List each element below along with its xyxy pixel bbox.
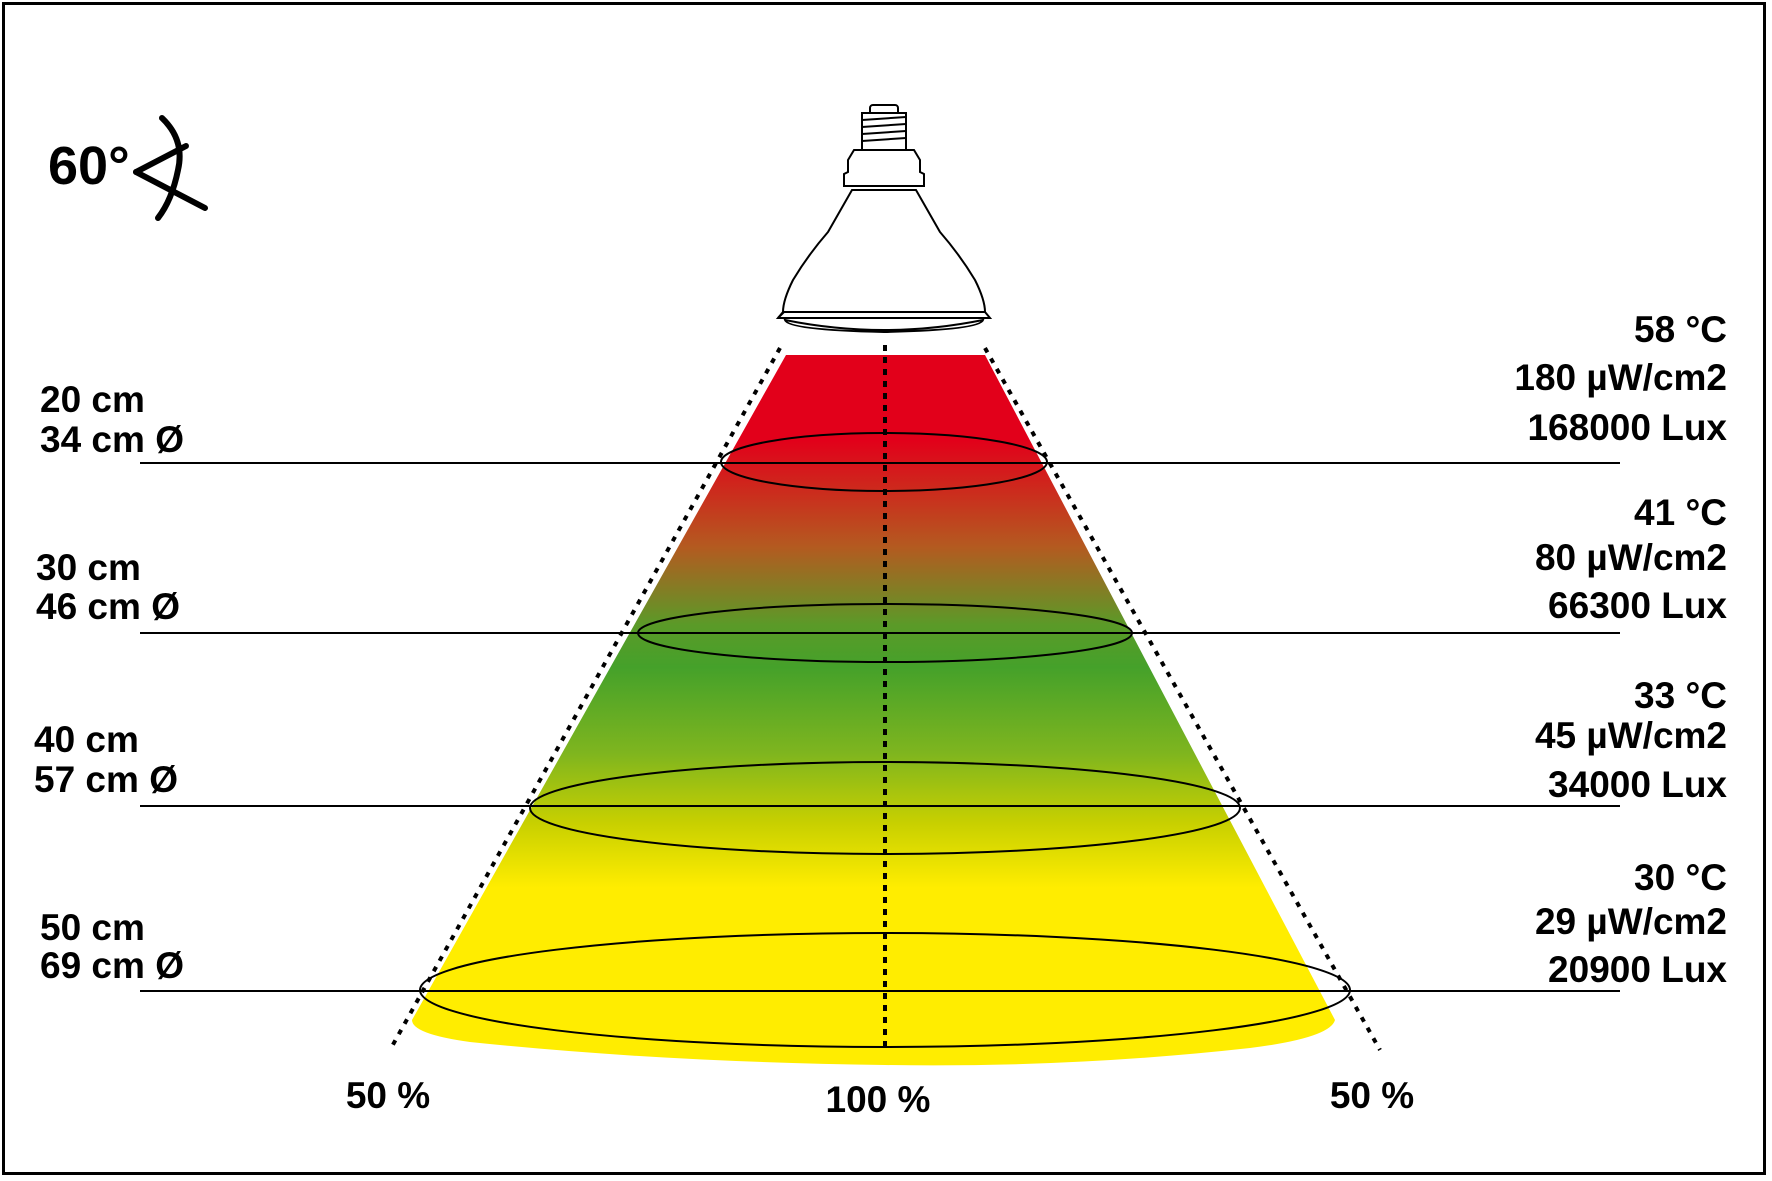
diameter-label-50: 69 cm Ø <box>40 945 184 986</box>
intensity-center: 100 % <box>826 1079 931 1120</box>
intensity-left: 50 % <box>346 1075 430 1116</box>
uv-40: 45 µW/cm2 <box>1535 715 1727 756</box>
lux-40: 34000 Lux <box>1548 764 1727 805</box>
lux-30: 66300 Lux <box>1548 585 1727 626</box>
cone-edge-right <box>983 347 1382 1051</box>
ring-20cm <box>140 432 1620 492</box>
lamp-bulb-icon <box>775 104 993 334</box>
lux-50: 20900 Lux <box>1548 949 1727 990</box>
light-beam <box>412 355 1335 1066</box>
lux-20: 168000 Lux <box>1527 407 1727 448</box>
ring-50cm <box>140 932 1620 1048</box>
distance-label-50: 50 cm <box>40 907 145 948</box>
distance-label-20: 20 cm <box>40 379 145 420</box>
temperature-30: 41 °C <box>1634 492 1727 533</box>
diameter-label-20: 34 cm Ø <box>40 419 184 460</box>
diameter-label-40: 57 cm Ø <box>34 759 178 800</box>
ring-30cm <box>140 603 1620 663</box>
uv-30: 80 µW/cm2 <box>1535 537 1727 578</box>
intensity-right: 50 % <box>1330 1075 1414 1116</box>
uv-50: 29 µW/cm2 <box>1535 901 1727 942</box>
temperature-40: 33 °C <box>1634 675 1727 716</box>
beam-angle-value: 60° <box>48 136 130 196</box>
distance-label-40: 40 cm <box>34 719 139 760</box>
temperature-20: 58 °C <box>1634 309 1727 350</box>
distance-label-30: 30 cm <box>36 547 141 588</box>
beam-angle-icon <box>133 115 208 221</box>
uv-20: 180 µW/cm2 <box>1514 357 1727 398</box>
diameter-label-30: 46 cm Ø <box>36 586 180 627</box>
temperature-50: 30 °C <box>1634 857 1727 898</box>
ring-40cm <box>140 761 1620 855</box>
cone-edge-left <box>388 347 782 1051</box>
